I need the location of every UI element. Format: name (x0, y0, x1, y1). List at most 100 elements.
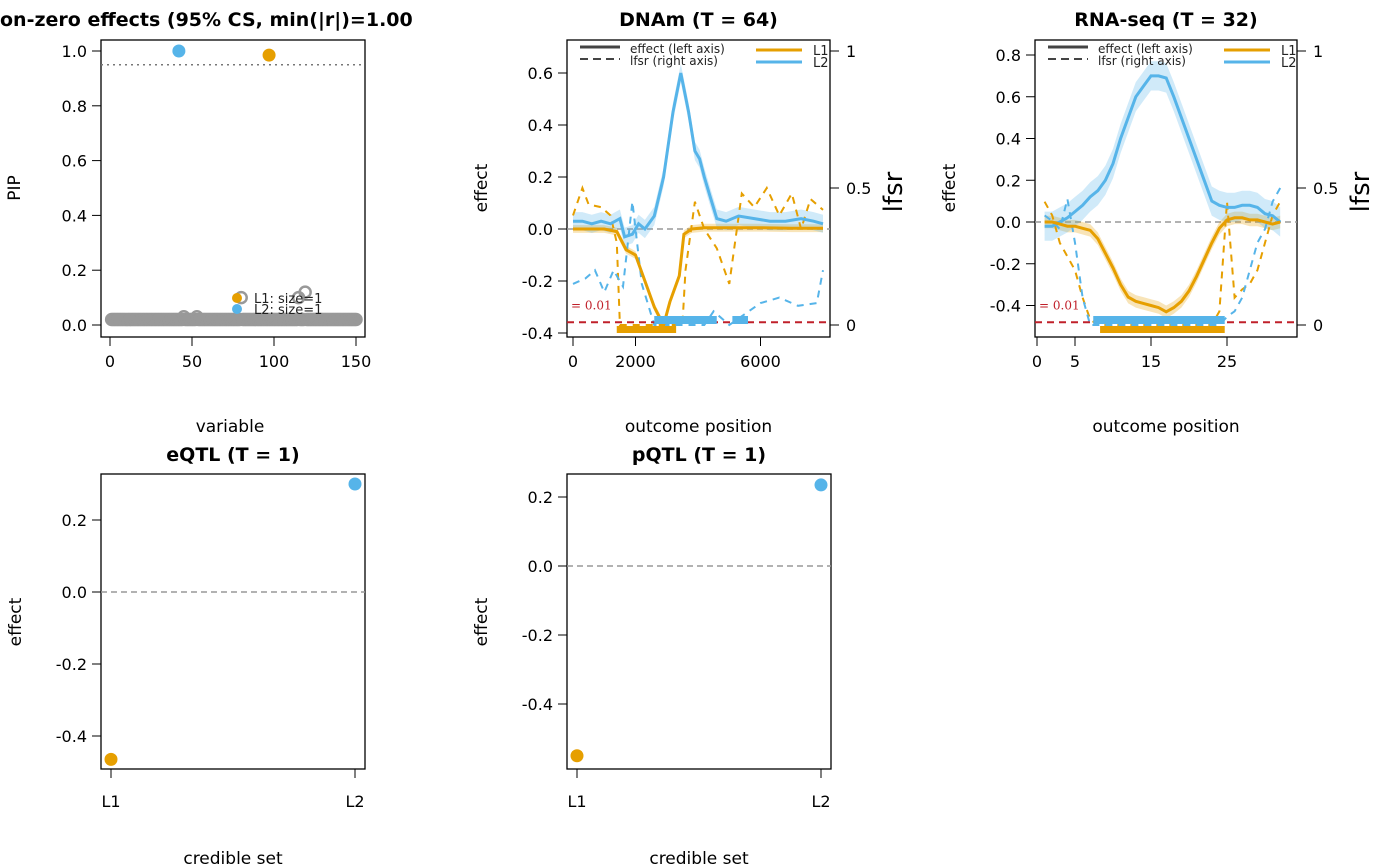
legend-label: L1 (1281, 44, 1297, 59)
effect-point-L1 (104, 752, 118, 766)
cs-point-L2 (172, 44, 186, 58)
y-axis-label: effect (6, 597, 26, 646)
x-tick-label: 25 (1217, 352, 1237, 371)
pip-point (298, 285, 312, 299)
x-axis-label: variable (196, 417, 265, 437)
significance-bar-L1 (616, 326, 677, 333)
y-tick-label: -0.4 (56, 727, 87, 746)
y-axis-label: effect (940, 163, 960, 212)
legend-label: L1 (813, 44, 829, 59)
chart-title: pQTL (T = 1) (632, 444, 766, 466)
y-right-tick-label: 0.5 (1313, 179, 1338, 198)
x-tick-label: 150 (341, 352, 372, 371)
y-tick-label: 0.0 (528, 220, 553, 239)
threshold-label: = 0.01 (571, 298, 612, 312)
x-tick-label: 0 (1032, 352, 1042, 371)
effect-line-L2 (1044, 74, 1282, 228)
plot-frame (566, 39, 831, 338)
x-tick-label: 15 (1141, 352, 1161, 371)
y-tick-label: 0.0 (62, 583, 87, 602)
chart-title: on-zero effects (95% CS, min(|r|)=1.00 (0, 9, 413, 31)
y-tick-label: 0.6 (996, 88, 1021, 107)
y-tick-label: 0.4 (996, 130, 1021, 149)
y-tick-label: 1.0 (62, 42, 87, 61)
threshold-label: = 0.01 (1039, 298, 1080, 312)
legend-label: lfsr (right axis) (1098, 54, 1186, 68)
y-tick-label: 0.2 (528, 168, 553, 187)
y-tick-label: 0.4 (62, 206, 87, 225)
y-tick-label: -0.2 (990, 255, 1021, 274)
x-tick-label: 0 (568, 352, 578, 371)
y-tick-label: 0.2 (528, 488, 553, 507)
y-tick-label: -0.2 (56, 655, 87, 674)
y-tick-label: -0.4 (522, 324, 553, 343)
legend-label: lfsr (right axis) (630, 54, 718, 68)
y-tick-label: -0.2 (522, 272, 553, 291)
significance-bar-L1 (1100, 326, 1225, 333)
x-axis-label: outcome position (625, 417, 772, 437)
x-tick-label: 50 (182, 352, 202, 371)
y-tick-label: 0.8 (62, 97, 87, 116)
effect-line-L2 (573, 72, 824, 239)
legend-marker (232, 293, 242, 303)
legend-label: effect (left axis) (630, 42, 725, 56)
y-tick-label: 0.0 (996, 213, 1021, 232)
lfsr-line-L2 (572, 201, 824, 327)
x-tick-label: L1 (101, 792, 120, 811)
x-tick-label: 6000 (740, 352, 781, 371)
y-right-axis-label: lfsr (1346, 171, 1376, 212)
y-tick-label: 0.6 (528, 64, 553, 83)
legend-label: effect (left axis) (1098, 42, 1193, 56)
significance-bar-L2 (732, 316, 748, 324)
y-tick-label: 0.2 (996, 171, 1021, 190)
y-axis-label: effect (472, 597, 492, 646)
legend-label: L1: size=1 (254, 292, 322, 307)
significance-bar-L2 (1093, 316, 1225, 324)
confidence-band-L1 (1044, 211, 1281, 318)
y-tick-label: 0.6 (62, 152, 87, 171)
y-tick-label: 0.0 (528, 557, 553, 576)
y-tick-label: -0.2 (522, 626, 553, 645)
y-tick-label: 0.2 (62, 261, 87, 280)
x-tick-label: 2000 (615, 352, 656, 371)
y-axis-label: PIP (5, 175, 25, 201)
y-right-axis-label: lfsr (879, 171, 909, 212)
chart-title: eQTL (T = 1) (166, 444, 299, 466)
effect-line-L1 (573, 226, 823, 330)
y-tick-label: 0.2 (62, 511, 87, 530)
effect-point-L2 (814, 478, 828, 492)
x-tick-label: L2 (345, 792, 364, 811)
x-tick-label: L2 (811, 792, 830, 811)
plot-frame (566, 473, 832, 770)
cs-point-L1 (262, 48, 276, 62)
x-tick-label: L1 (567, 792, 586, 811)
y-right-tick-label: 1 (1313, 42, 1323, 61)
plot-frame (100, 473, 366, 770)
legend-marker (232, 304, 242, 314)
y-tick-label: 0.0 (62, 316, 87, 335)
legend-label: L2 (813, 56, 829, 71)
y-right-tick-label: 0 (846, 316, 856, 335)
y-tick-label: 0.4 (528, 116, 553, 135)
legend-label: L2: size=1 (254, 303, 322, 318)
plot-frame (100, 39, 366, 338)
x-tick-label: 5 (1070, 352, 1080, 371)
lfsr-line-L2 (1044, 187, 1282, 326)
x-axis-label: credible set (649, 849, 749, 866)
pip-point (349, 312, 363, 327)
y-right-tick-label: 0.5 (846, 179, 871, 198)
effect-line-L1 (1044, 216, 1281, 314)
x-tick-label: 0 (105, 352, 115, 371)
effect-point-L2 (348, 477, 362, 491)
y-axis-label: effect (472, 163, 492, 212)
x-axis-label: credible set (183, 849, 283, 866)
x-tick-label: 100 (259, 352, 290, 371)
y-tick-label: -0.4 (990, 297, 1021, 316)
y-tick-label: 0.8 (996, 46, 1021, 65)
effect-point-L1 (570, 749, 584, 763)
significance-bar-L2 (654, 316, 717, 324)
chart-title: RNA-seq (T = 32) (1074, 9, 1257, 31)
y-tick-label: -0.4 (522, 695, 553, 714)
x-axis-label: outcome position (1092, 417, 1239, 437)
